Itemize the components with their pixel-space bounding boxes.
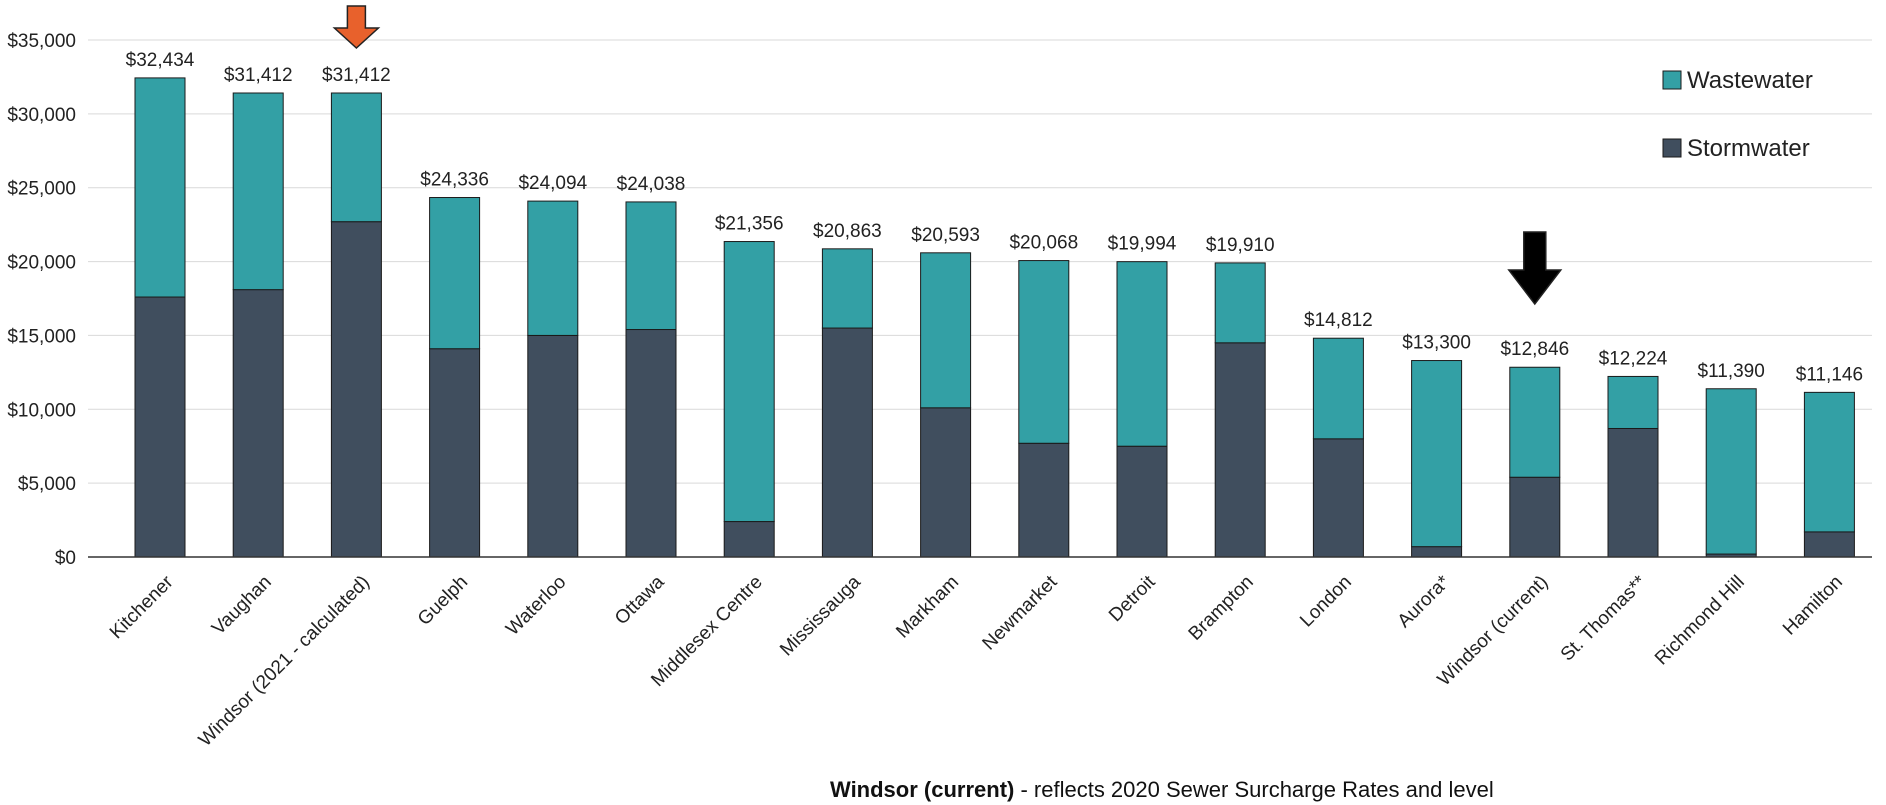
x-category-label: St. Thomas** bbox=[1557, 571, 1651, 665]
x-category-label: Markham bbox=[892, 572, 963, 643]
bar-segment-stormwater bbox=[1607, 427, 1659, 558]
bar-segment-wastewater bbox=[1607, 375, 1659, 429]
bar-segment-stormwater bbox=[723, 521, 775, 558]
total-data-labels: $32,434 $31,412 $31,412 $24,336 $24,094 $24,0… bbox=[126, 50, 1863, 385]
footnote-bold-text: Windsor (current) bbox=[830, 777, 1014, 802]
bar-segment-stormwater bbox=[1018, 442, 1070, 558]
total-data-label: $12,846 bbox=[1500, 339, 1569, 360]
legend-swatch bbox=[1662, 138, 1682, 158]
legend-label: Stormwater bbox=[1687, 135, 1810, 162]
x-category-label: Newmarket bbox=[979, 571, 1062, 654]
bar-segment-wastewater bbox=[134, 77, 186, 298]
x-category-label: Ottawa bbox=[611, 571, 669, 629]
bar-segment-stormwater bbox=[821, 327, 873, 558]
total-data-label: $11,146 bbox=[1796, 364, 1863, 385]
total-data-label: $32,434 bbox=[126, 50, 195, 71]
x-category-label: Windsor (2021 - calculated) bbox=[195, 572, 374, 751]
bar-segment-stormwater bbox=[625, 329, 677, 558]
bar-segment-stormwater bbox=[527, 334, 579, 558]
x-category-label: Detroit bbox=[1105, 571, 1160, 626]
y-tick-label: $0 bbox=[55, 548, 76, 569]
x-category-label: Hamilton bbox=[1779, 572, 1847, 640]
total-data-label: $31,412 bbox=[224, 65, 293, 86]
bar-segment-wastewater bbox=[625, 201, 677, 331]
legend-label: Wastewater bbox=[1687, 67, 1813, 94]
bar-segment-wastewater bbox=[1018, 260, 1070, 444]
bar-segment-wastewater bbox=[429, 197, 481, 350]
y-axis-tick-labels: $0 $5,000 $10,000 $15,000 $20,000 $25,000 $30,… bbox=[7, 31, 76, 569]
footnote-text: - reflects 2020 Sewer Surcharge Rates an… bbox=[1014, 777, 1493, 802]
total-data-label: $19,910 bbox=[1206, 235, 1275, 256]
bar-segment-wastewater bbox=[1411, 360, 1463, 548]
bar-segment-stormwater bbox=[1116, 445, 1168, 558]
y-tick-label: $20,000 bbox=[7, 253, 76, 274]
bar-segment-wastewater bbox=[1509, 366, 1561, 478]
y-tick-label: $15,000 bbox=[7, 326, 76, 347]
total-data-label: $11,390 bbox=[1698, 361, 1765, 382]
bar-segment-wastewater bbox=[1116, 261, 1168, 447]
legend: Wastewater Stormwater bbox=[1662, 67, 1813, 162]
x-category-label: Waterloo bbox=[502, 572, 570, 640]
total-data-label: $19,994 bbox=[1108, 234, 1177, 255]
y-tick-label: $35,000 bbox=[7, 31, 76, 52]
bar-segment-wastewater bbox=[1803, 391, 1855, 533]
bar-segment-stormwater bbox=[429, 348, 481, 558]
y-tick-label: $25,000 bbox=[7, 179, 76, 200]
bar-segment-wastewater bbox=[232, 92, 284, 291]
x-category-label: Richmond Hill bbox=[1651, 572, 1749, 670]
bar-segment-stormwater bbox=[1509, 476, 1561, 558]
total-data-label: $24,336 bbox=[420, 170, 489, 191]
x-category-label: Windsor (current) bbox=[1434, 572, 1553, 691]
highlight-arrows bbox=[332, 5, 1563, 306]
y-tick-label: $30,000 bbox=[7, 105, 76, 126]
bar-segment-wastewater bbox=[1705, 388, 1757, 555]
gridlines bbox=[88, 39, 1872, 484]
bar-segment-stormwater bbox=[1803, 531, 1855, 558]
total-data-label: $14,812 bbox=[1304, 310, 1373, 331]
bar-segment-wastewater bbox=[821, 248, 873, 329]
bar-segment-wastewater bbox=[330, 92, 382, 223]
bar-segment-wastewater bbox=[1214, 262, 1266, 344]
bar-segment-stormwater bbox=[1411, 546, 1463, 558]
y-tick-label: $5,000 bbox=[18, 474, 76, 495]
total-data-label: $24,038 bbox=[617, 174, 686, 195]
bar-segment-stormwater bbox=[232, 289, 284, 558]
x-category-label: London bbox=[1296, 572, 1356, 632]
bar-segment-stormwater bbox=[1214, 342, 1266, 558]
total-data-label: $24,094 bbox=[518, 173, 587, 194]
x-category-label: Brampton bbox=[1185, 572, 1258, 645]
bar-segment-stormwater bbox=[330, 221, 382, 558]
total-data-label: $12,224 bbox=[1599, 348, 1668, 369]
total-data-label: $31,412 bbox=[322, 65, 391, 86]
bar-segment-stormwater bbox=[920, 407, 972, 558]
legend-swatch bbox=[1662, 70, 1682, 90]
x-category-label: Aurora* bbox=[1394, 571, 1455, 632]
bar-segment-wastewater bbox=[723, 241, 775, 523]
total-data-label: $13,300 bbox=[1402, 333, 1471, 354]
x-category-label: Vaughan bbox=[208, 572, 276, 640]
total-data-label: $20,593 bbox=[911, 225, 980, 246]
x-category-label: Kitchener bbox=[106, 571, 178, 643]
bars bbox=[134, 77, 1855, 558]
footnote: Windsor (current) - reflects 2020 Sewer … bbox=[830, 777, 1494, 802]
x-category-label: Guelph bbox=[414, 572, 472, 630]
total-data-label: $21,356 bbox=[715, 214, 784, 235]
bar-segment-wastewater bbox=[1312, 337, 1364, 440]
x-category-label: Mississauga bbox=[776, 571, 865, 660]
total-data-label: $20,068 bbox=[1009, 233, 1078, 254]
total-data-label: $20,863 bbox=[813, 221, 882, 242]
bar-segment-stormwater bbox=[1312, 438, 1364, 558]
highlight-arrow-icon bbox=[1507, 231, 1563, 306]
bar-segment-stormwater bbox=[134, 296, 186, 558]
highlight-arrow-icon bbox=[332, 5, 381, 50]
y-tick-label: $10,000 bbox=[7, 400, 76, 421]
bar-segment-wastewater bbox=[920, 252, 972, 409]
bar-segment-wastewater bbox=[527, 200, 579, 336]
